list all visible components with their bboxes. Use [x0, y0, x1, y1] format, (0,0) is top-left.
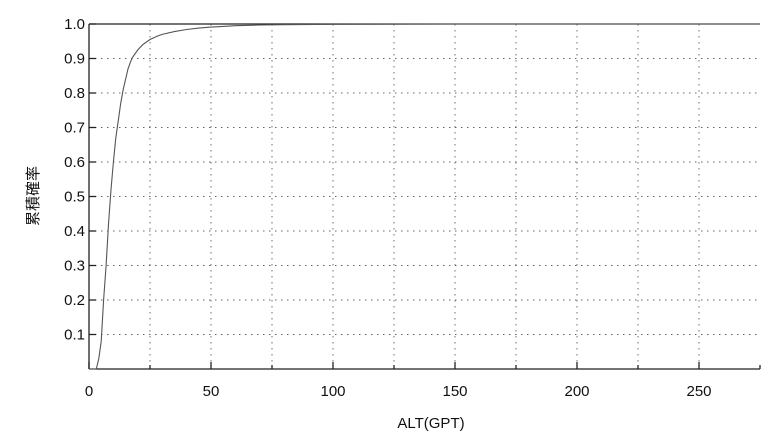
- tick-labels: 0.1 0.2 0.3 0.4 0.5 0.6 0.7 0.8 0.9 1.0 0 50 100 150 2…: [64, 16, 711, 400]
- x-tick-label-3: 150: [442, 383, 467, 400]
- y-tick-label-4: 0.5: [64, 189, 85, 206]
- y-axis-title: 累積確率: [25, 166, 42, 226]
- series: [89, 23, 760, 370]
- x-tick-label-0: 0: [85, 383, 93, 400]
- y-tick-label-5: 0.6: [64, 154, 85, 171]
- x-tick-label-2: 100: [320, 383, 345, 400]
- y-tick-label-7: 0.8: [64, 85, 85, 102]
- y-tick-label-8: 0.9: [64, 51, 85, 68]
- y-tick-label-0: 0.1: [64, 327, 85, 344]
- x-tick-label-1: 50: [203, 383, 220, 400]
- y-tick-label-9: 1.0: [64, 16, 85, 33]
- x-tick-label-4: 200: [564, 383, 589, 400]
- x-axis-title: ALT(GPT): [397, 415, 464, 432]
- cumulative-curve-0: [89, 23, 760, 370]
- y-tick-label-3: 0.4: [64, 223, 85, 240]
- y-tick-label-6: 0.7: [64, 120, 85, 137]
- x-tick-label-5: 250: [686, 383, 711, 400]
- grid: [89, 24, 760, 369]
- y-tick-label-1: 0.2: [64, 292, 85, 309]
- y-tick-label-2: 0.3: [64, 258, 85, 275]
